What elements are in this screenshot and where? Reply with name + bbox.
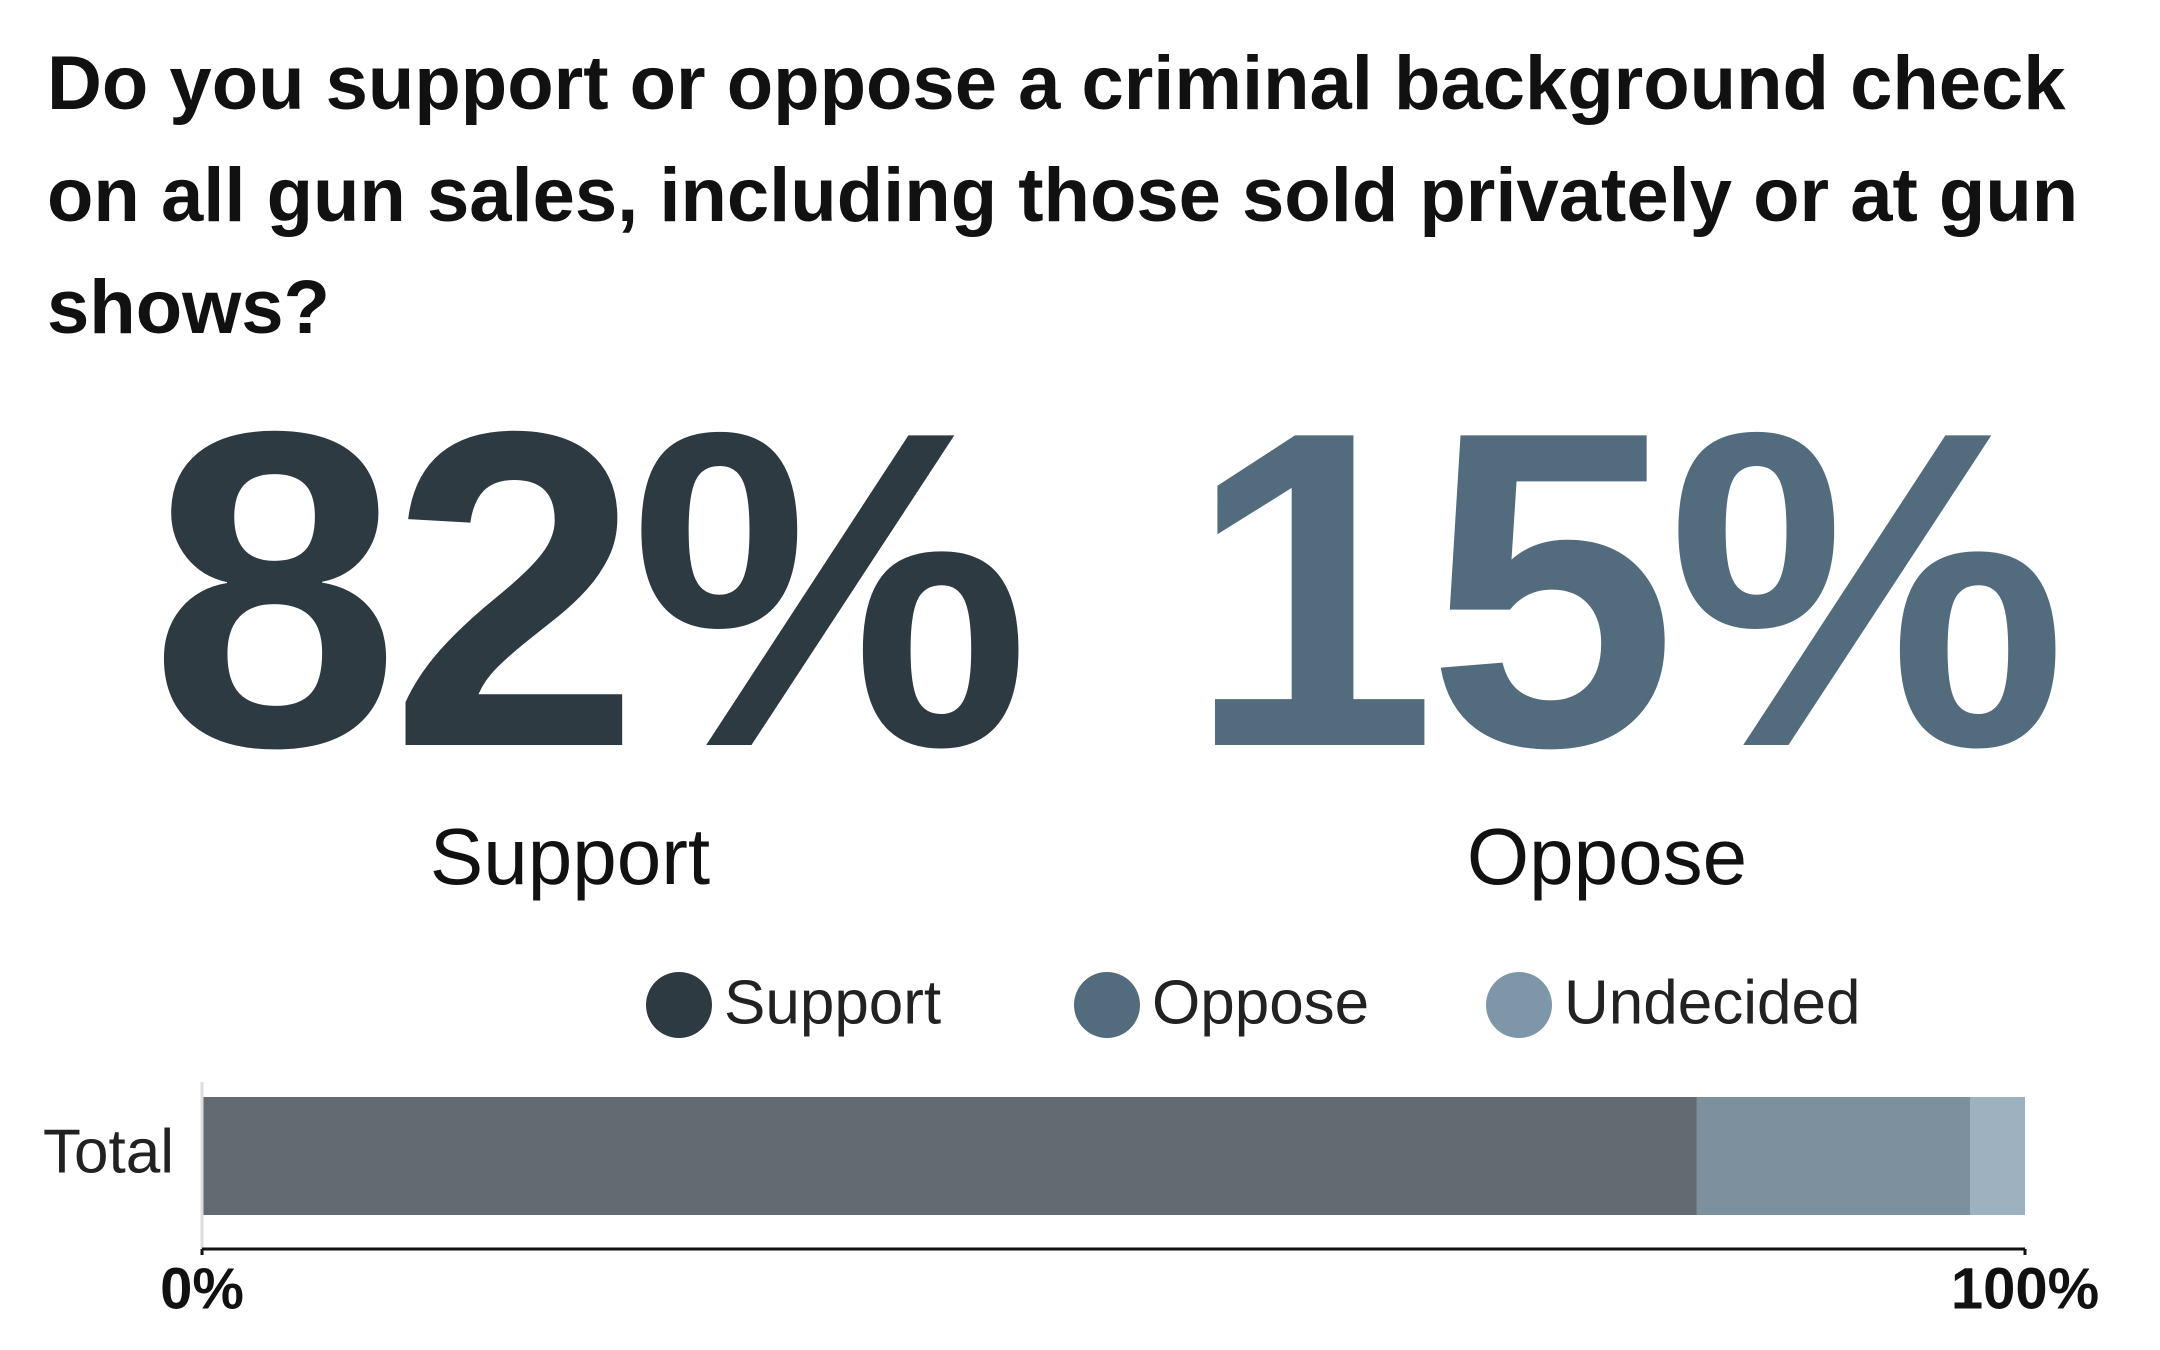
legend-swatch [1486,972,1552,1038]
bar [202,1097,1697,1215]
bar [1970,1097,2025,1215]
headline-value: 82% [150,339,1024,841]
headline-label: Oppose [1467,812,1747,901]
legend-swatch [1074,972,1140,1038]
bar [1696,1097,1971,1215]
x-tick-label: 100% [1951,1256,2099,1321]
headline-value: 15% [1187,339,2061,841]
x-tick-label: 0% [160,1256,244,1321]
y-tick-label: Total [43,1117,174,1186]
legend-label: Support [724,968,941,1037]
chart-title: Do you support or oppose a criminal back… [47,41,2079,350]
legend-label: Oppose [1152,968,1369,1037]
legend-label: Undecided [1564,968,1860,1037]
legend-swatch [646,972,712,1038]
headline-label: Support [430,812,710,901]
